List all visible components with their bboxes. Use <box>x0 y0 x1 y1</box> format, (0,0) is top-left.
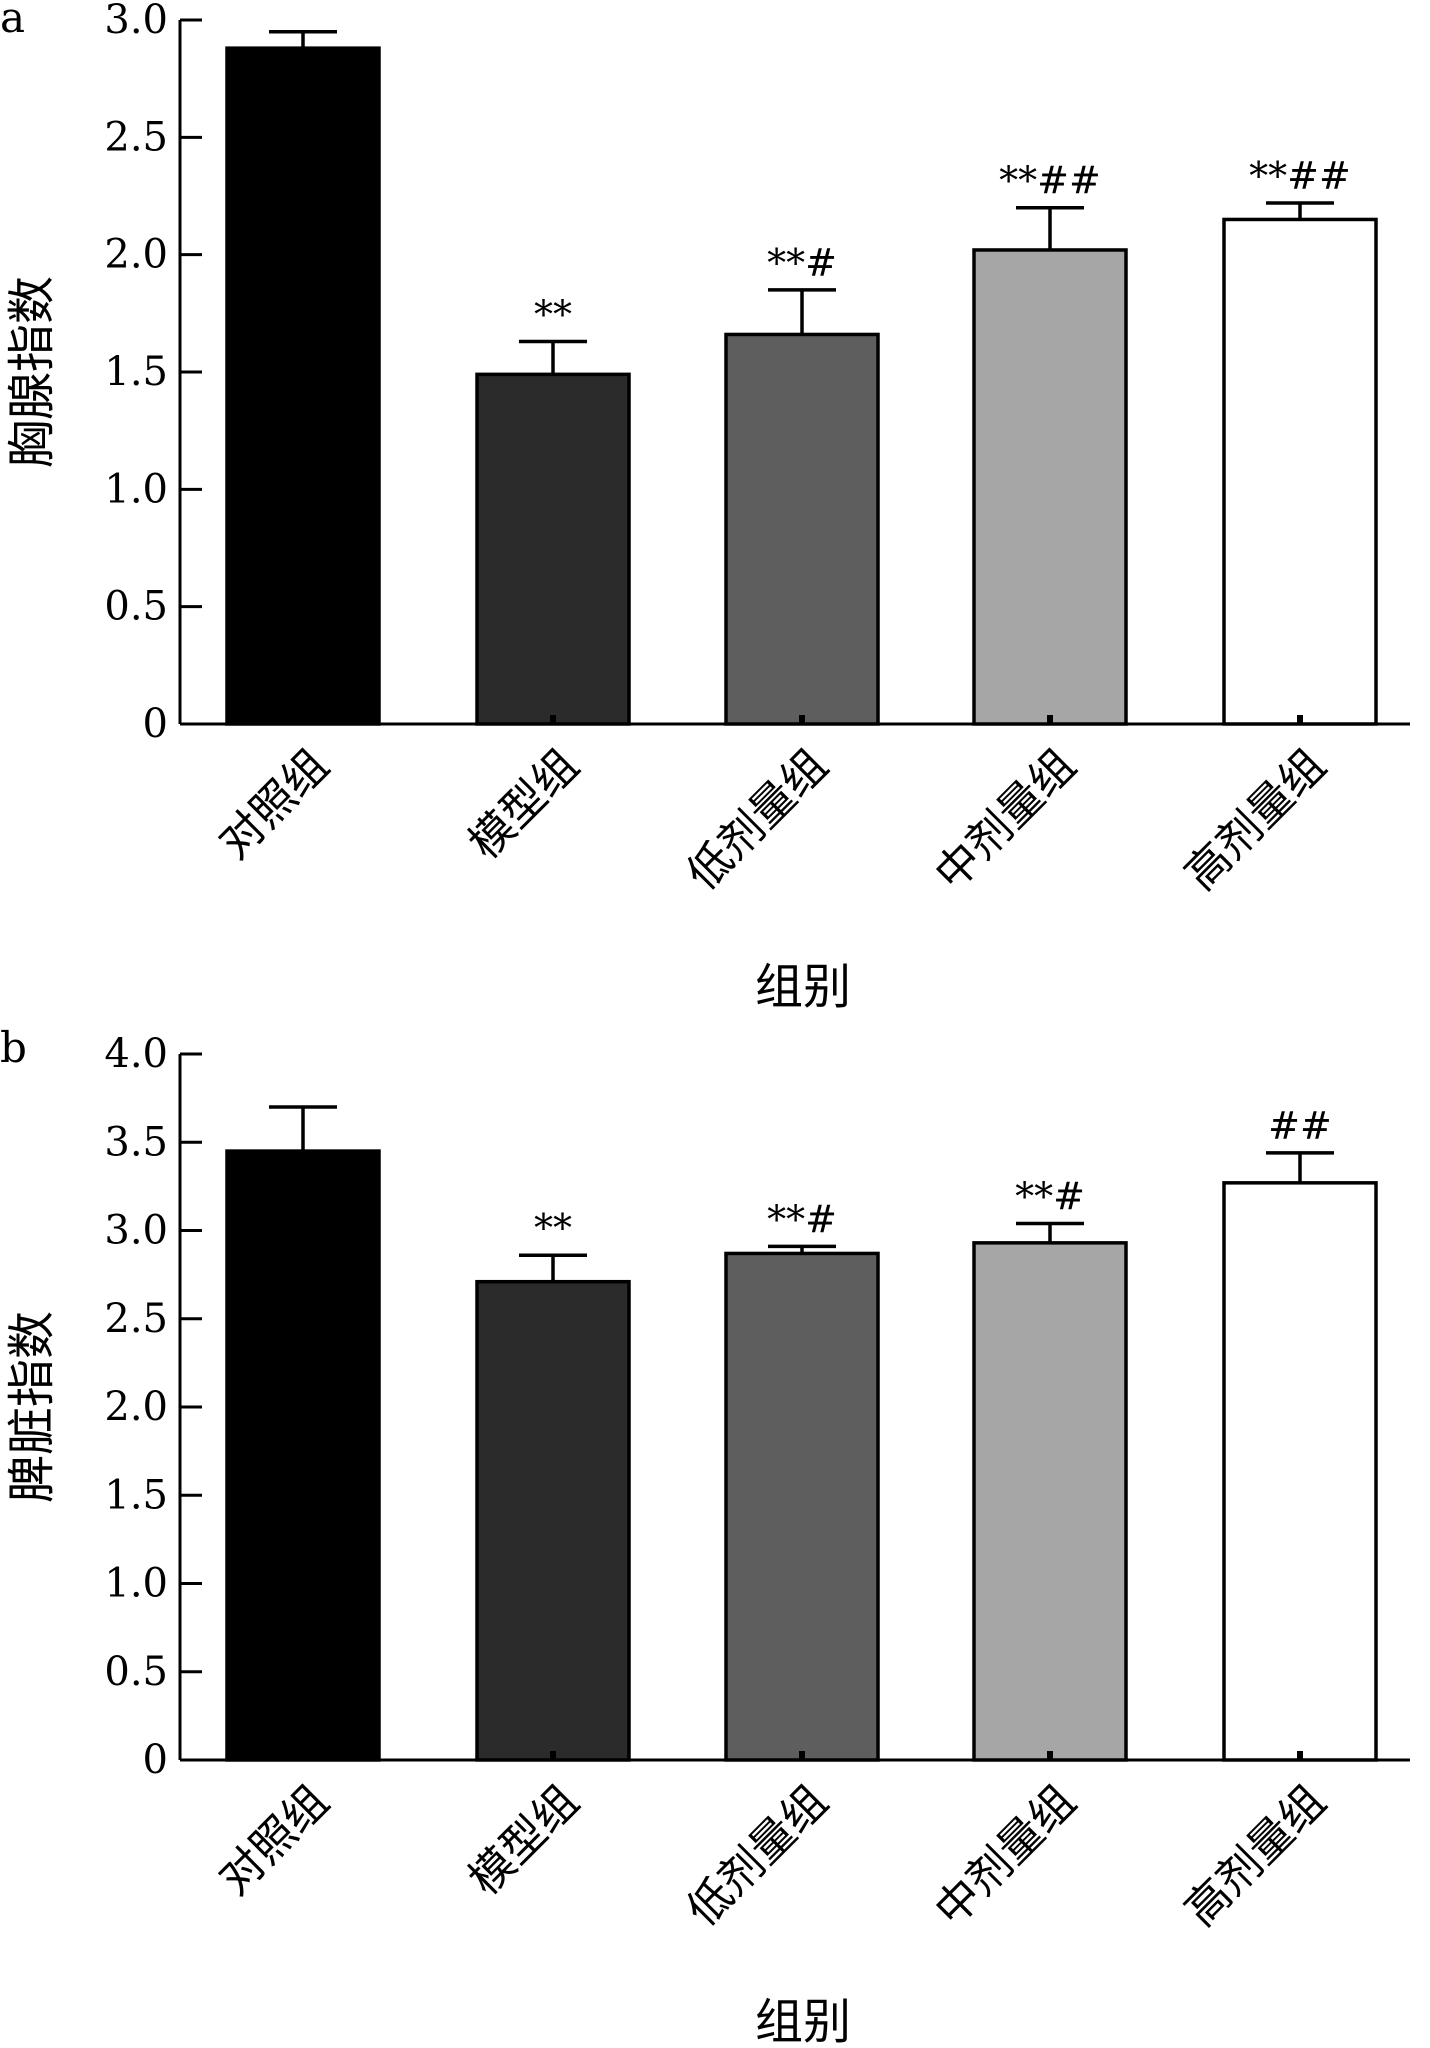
panel-b-category-label: 低剂量组 <box>677 1776 838 1937</box>
panel-a-y-tick-label: 1.5 <box>104 349 168 395</box>
panel-a-y-axis-title: 胸腺指数 <box>4 276 60 468</box>
panel-a-y-tick-label: 1.0 <box>104 466 168 512</box>
panel-a-category-label: 低剂量组 <box>677 740 838 901</box>
panel-a-bar <box>724 332 880 726</box>
panel-b-y-axis-title: 脾脏指数 <box>4 1311 60 1503</box>
panel-b-letter: b <box>0 1023 27 1072</box>
panel-b-bar <box>225 1149 381 1762</box>
panel-b-category-label: 模型组 <box>459 1776 588 1905</box>
panel-a-y-tick-label: 2.0 <box>104 232 168 278</box>
panel-a-category-label: 中剂量组 <box>925 740 1086 901</box>
panel-b-y-tick-label: 0 <box>143 1737 168 1783</box>
panel-b-y-tick-label: 3.0 <box>104 1208 168 1254</box>
panel-b-significance-label: ## <box>1268 1104 1332 1148</box>
panel-a-bar <box>972 248 1128 726</box>
panel-b-y-tick-label: 0.5 <box>104 1649 168 1695</box>
panel-b-y-tick-label: 1.5 <box>104 1472 168 1518</box>
panel-a-bar <box>1222 217 1378 726</box>
panel-b-bar <box>475 1279 631 1762</box>
panel-a-bar <box>475 372 631 726</box>
panel-b-category-label: 中剂量组 <box>925 1776 1086 1937</box>
panel-b-y-tick-label: 3.5 <box>104 1119 168 1165</box>
panel-a-category-label: 模型组 <box>459 740 588 869</box>
panel-a-significance-label: **# <box>767 241 837 285</box>
panel-b: b 0 0.5 1.0 1.5 2.0 2.5 3.0 3.5 4.0 对照组 ** 模型组 **# 低剂… <box>0 1023 1410 2048</box>
panel-b-category-label: 高剂量组 <box>1175 1776 1336 1937</box>
panel-b-bar <box>724 1251 880 1762</box>
panel-a-letter: a <box>0 0 25 42</box>
panel-b-significance-label: **# <box>767 1197 837 1241</box>
panel-b-y-tick-label: 2.5 <box>104 1296 168 1342</box>
panel-b-x-axis-title: 组别 <box>755 1994 851 2048</box>
panel-a: a 0 0.5 1.0 1.5 2.0 2.5 3.0 对照组 ** 模型组 **# 低剂量组 **##… <box>0 0 1410 1015</box>
panel-a-y-tick-label: 2.5 <box>104 114 168 160</box>
panel-a-bar <box>225 46 381 726</box>
panel-a-y-tick-label: 3.0 <box>104 0 168 43</box>
panel-b-significance-label: **# <box>1015 1174 1085 1218</box>
panel-b-significance-label: ** <box>534 1206 572 1250</box>
panel-a-x-axis-title: 组别 <box>755 959 851 1015</box>
panel-a-significance-label: **## <box>1249 154 1351 198</box>
panel-a-category-label: 对照组 <box>209 740 338 869</box>
panel-b-bar <box>1222 1181 1378 1762</box>
panel-b-y-tick-label: 4.0 <box>104 1031 168 1077</box>
panel-a-category-label: 高剂量组 <box>1175 740 1336 901</box>
panel-b-bar <box>972 1241 1128 1762</box>
panel-a-y-tick-label: 0 <box>143 701 168 747</box>
panel-a-y-tick-label: 0.5 <box>104 584 168 630</box>
panel-b-y-tick-label: 1.0 <box>104 1561 168 1607</box>
panel-a-significance-label: **## <box>999 159 1101 203</box>
panel-b-category-label: 对照组 <box>209 1776 338 1905</box>
panel-b-y-tick-label: 2.0 <box>104 1384 168 1430</box>
panel-a-significance-label: ** <box>534 292 572 336</box>
